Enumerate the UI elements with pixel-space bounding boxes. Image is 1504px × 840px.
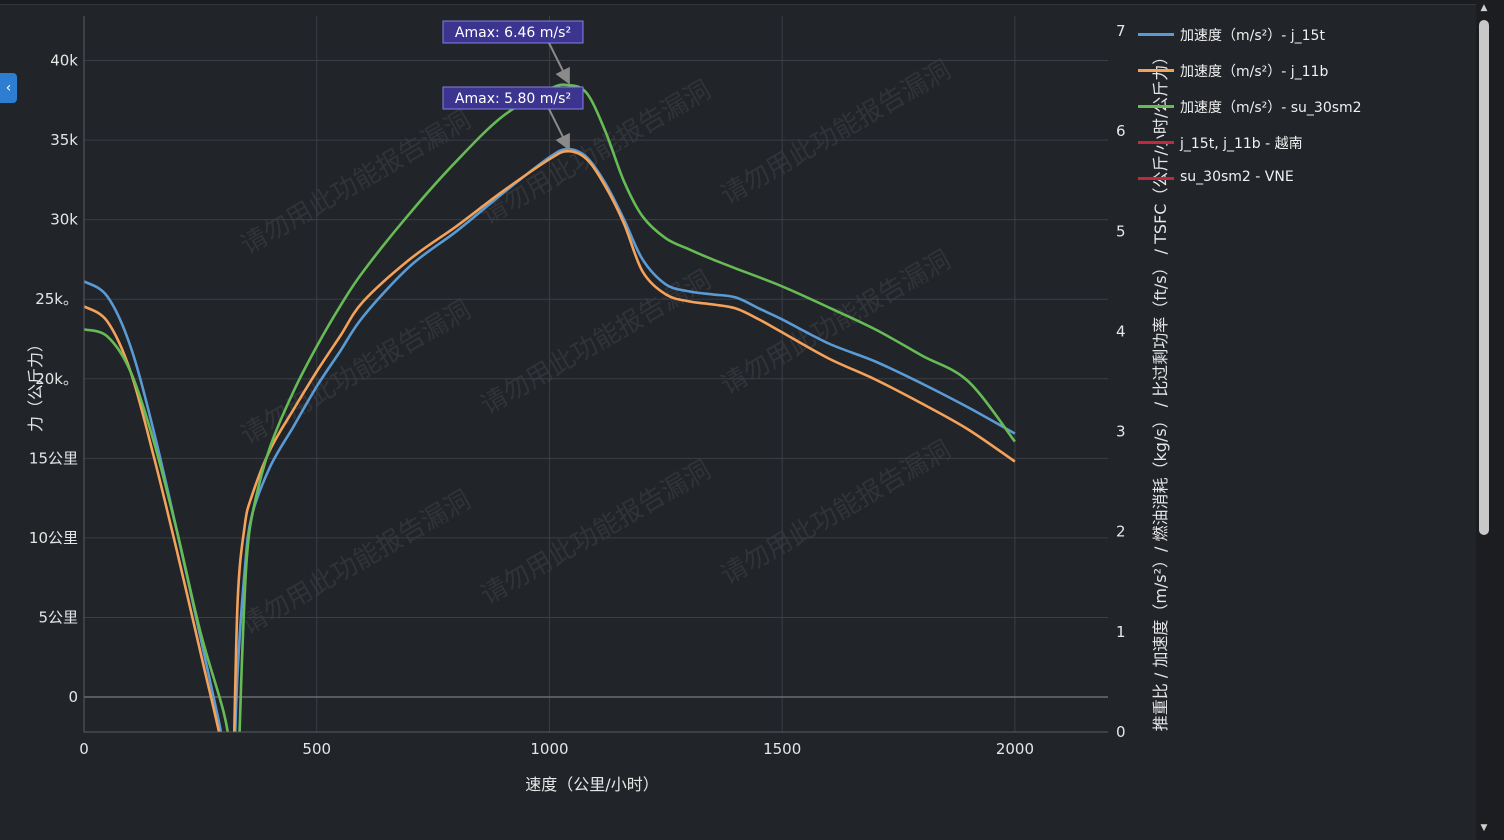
top-border [0, 0, 1504, 5]
annotation-box [442, 20, 584, 44]
legend-swatch [1138, 105, 1174, 108]
y-tick-label: 5公里 [38, 608, 78, 626]
y-tick-label: 30k [50, 211, 78, 229]
legend-label: 加速度（m/s²）- j_15t [1180, 28, 1325, 44]
watermark-layer: 请勿用此功能报告漏洞 请勿用此功能报告漏洞 请勿用此功能报告漏洞请勿用此功能报告漏洞… [236, 55, 956, 641]
y2-tick-label: 7 [1116, 22, 1126, 40]
y-tick-label: 20k。 [35, 370, 78, 388]
annotation-label: Amax: 6.46 m/s² [455, 25, 571, 41]
y-tick-label: 10公里 [29, 529, 78, 547]
legend-label: 加速度（m/s²）- j_11b [1180, 64, 1329, 80]
watermark-text: 请勿用此功能报告漏洞 [716, 55, 956, 211]
y2-tick-label: 0 [1116, 723, 1126, 741]
x-tick-label: 1500 [763, 740, 801, 758]
scrollbar-thumb[interactable] [1479, 20, 1489, 535]
y-tick-label: 0 [68, 688, 78, 706]
grid-layer [84, 16, 1108, 732]
legend-label: j_15t, j_11b - 越南 [1180, 136, 1303, 152]
annotation-label: Amax: 5.80 m/s² [455, 91, 571, 107]
y2-tick-label: 2 [1116, 523, 1126, 541]
x-tick-label: 500 [302, 740, 331, 758]
legend-swatch [1138, 177, 1174, 180]
y-tick-label: 40k [50, 52, 78, 70]
legend-swatch [1138, 69, 1174, 72]
legend-label: su_30sm2 - VNE [1180, 169, 1294, 185]
y2-tick-label: 3 [1116, 423, 1126, 441]
y2-axis-title: 推重比 / 加速度（m/s²）/ 燃油消耗（kg/s） / 比过剩功率（ft/s… [1151, 49, 1170, 731]
watermark-text: 请勿用此功能报告漏洞 [236, 295, 476, 451]
x-tick-label: 0 [79, 740, 89, 758]
watermark-text: 请勿用此功能报告漏洞 [476, 455, 716, 611]
x-axis-title: 速度（公里/小时） [525, 775, 658, 794]
x-tick-label: 1000 [530, 740, 568, 758]
y2-tick-label: 5 [1116, 222, 1126, 240]
y2-tick-label: 1 [1116, 623, 1126, 641]
y-tick-label: 35k [50, 131, 78, 149]
x-tick-label: 2000 [996, 740, 1034, 758]
axis-layer: 0 500 1000 1500 2000 0 5公里 10公里 15公里 20k。 25k。 30k 3… [29, 16, 1126, 758]
annotation-layer: Amax: 6.46 m/s² Amax: 5.80 m/s² [442, 20, 584, 151]
scroll-down-icon[interactable]: ▼ [1480, 823, 1488, 833]
series-line-2 [84, 149, 1016, 732]
sidebar-collapse-button[interactable]: ‹ [0, 73, 17, 103]
annotation-arrow [548, 108, 570, 151]
legend-swatch [1138, 141, 1174, 144]
annotation-box [442, 86, 584, 110]
series-layer [84, 83, 1016, 732]
y-axis-title: 力（公斤力） [26, 336, 45, 432]
chevron-left-icon: ‹ [5, 80, 12, 96]
watermark-text: 请勿用此功能报告漏洞 [716, 245, 956, 401]
annotation-arrow [548, 42, 570, 85]
legend-label: 加速度（m/s²）- su_30sm2 [1180, 100, 1362, 116]
series-line-3 [84, 83, 1016, 732]
legend-swatch [1138, 33, 1174, 36]
y-tick-label: 15公里 [29, 449, 78, 467]
y2-tick-label: 4 [1116, 322, 1126, 340]
y-tick-label: 25k。 [35, 290, 78, 308]
series-line-1 [84, 147, 1016, 732]
scroll-up-icon[interactable]: ▲ [1480, 3, 1488, 13]
y2-tick-label: 6 [1116, 122, 1126, 140]
